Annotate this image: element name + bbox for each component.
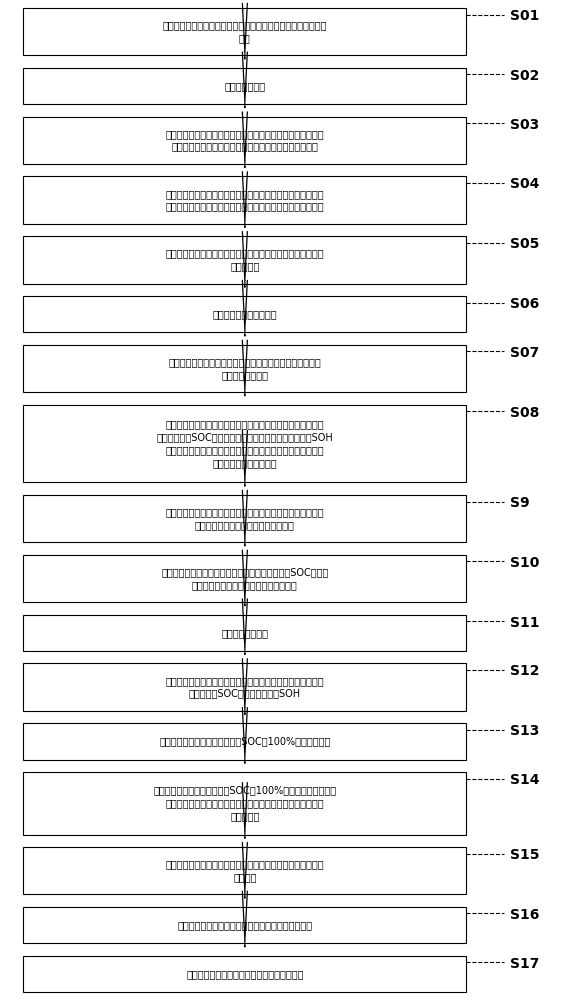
- Bar: [23, 847, 466, 894]
- Text: 单体电池两极和智能模块连接智能充放电设备，单体电池按设
定或规范要求充满电，然后完成电池启用前的自学习操作: 单体电池两极和智能模块连接智能充放电设备，单体电池按设 定或规范要求充满电，然后…: [166, 129, 324, 152]
- Bar: [23, 555, 466, 602]
- Bar: [23, 956, 466, 992]
- Text: 已完成补充电或重新配组后的电池组等待启用: 已完成补充电或重新配组后的电池组等待启用: [186, 969, 304, 979]
- Bar: [23, 772, 466, 835]
- Text: S11: S11: [510, 616, 540, 630]
- Text: 电池组在运行中，每个单体电池智能模块实时计量和同步上传
自身荷电水平SOC和电压值，以及估算自身容量衰减水平SOH
的变化，作为主机管理电池组的依据，也作为电池: 电池组在运行中，每个单体电池智能模块实时计量和同步上传 自身荷电水平SOC和电压…: [156, 419, 333, 468]
- Text: 数据中心接收单体电池数据后决定电池组重新启用或单体电池
重新配组: 数据中心接收单体电池数据后决定电池组重新启用或单体电池 重新配组: [166, 859, 324, 882]
- Text: S06: S06: [510, 297, 539, 311]
- Bar: [23, 8, 466, 55]
- Text: S10: S10: [510, 556, 539, 570]
- Text: 电池组中每个电池完成荷电水平SOC至100%的精确补充电: 电池组中每个电池完成荷电水平SOC至100%的精确补充电: [159, 736, 331, 746]
- Text: S16: S16: [510, 908, 539, 922]
- Text: 初始化智能模块: 初始化智能模块: [224, 81, 265, 91]
- Text: S07: S07: [510, 346, 539, 360]
- Text: S05: S05: [510, 237, 539, 251]
- Bar: [23, 615, 466, 651]
- Text: S02: S02: [510, 69, 539, 83]
- Text: 电池组在运行期间每次充电或放电，以组内实时电压最高或最
低的单体电池作为充电或放电截至标准: 电池组在运行期间每次充电或放电，以组内实时电压最高或最 低的单体电池作为充电或放…: [166, 507, 324, 530]
- Text: 智能模块向电池运营数据中心上传单体电池自学习后的参数和
电池出厂时的设计参数，完成单体电池在数据中心的注册登记: 智能模块向电池运营数据中心上传单体电池自学习后的参数和 电池出厂时的设计参数，完…: [166, 189, 324, 211]
- Bar: [23, 296, 466, 332]
- Bar: [23, 117, 466, 164]
- Text: S17: S17: [510, 957, 539, 971]
- Text: 数据中心根据数据库内注册的单体电池的参数，完成库内单体
电池的配组: 数据中心根据数据库内注册的单体电池的参数，完成库内单体 电池的配组: [166, 249, 324, 271]
- Text: 电池组下电或离线: 电池组下电或离线: [222, 628, 268, 638]
- Text: S03: S03: [510, 118, 539, 132]
- Text: 系统主机控制单元与组内每个电池智能模块建立数据交换通
道，并管理其运行: 系统主机控制单元与组内每个电池智能模块建立数据交换通 道，并管理其运行: [168, 357, 321, 380]
- Text: S08: S08: [510, 406, 539, 420]
- Text: 智能模块（或芯片）植入（或固定）于单体电池，并写入唯一标
识码: 智能模块（或芯片）植入（或固定）于单体电池，并写入唯一标 识码: [163, 20, 327, 43]
- Text: S04: S04: [510, 177, 539, 191]
- Text: S9: S9: [510, 496, 530, 510]
- Bar: [23, 345, 466, 392]
- Text: 电池组运行中单体电池电压最高和最低者荷电水平SOC差值超
过设定阈值，主机发维护报警或下电指令: 电池组运行中单体电池电压最高和最低者荷电水平SOC差值超 过设定阈值，主机发维护…: [161, 567, 329, 590]
- Text: S01: S01: [510, 9, 539, 23]
- Text: 电池组与智能充放电设备连接，单体电池上传电池标识码和最
新荷电水平SOC和容量衰减水平SOH: 电池组与智能充放电设备连接，单体电池上传电池标识码和最 新荷电水平SOC和容量衰…: [166, 676, 324, 698]
- Text: S15: S15: [510, 848, 540, 862]
- Bar: [23, 68, 466, 104]
- Bar: [23, 723, 466, 760]
- Bar: [23, 176, 466, 224]
- Text: 数据中心根据存储电池数据，完成单体电池最新配组: 数据中心根据存储电池数据，完成单体电池最新配组: [177, 920, 312, 930]
- Bar: [23, 663, 466, 711]
- Text: S14: S14: [510, 773, 540, 787]
- Bar: [23, 405, 466, 482]
- Text: S13: S13: [510, 724, 539, 738]
- Bar: [23, 495, 466, 542]
- Text: 配组后的电池组接入启用: 配组后的电池组接入启用: [213, 309, 277, 319]
- Bar: [23, 236, 466, 284]
- Text: S12: S12: [510, 664, 540, 678]
- Bar: [23, 907, 466, 943]
- Text: 每个单体电池在完成荷电水平SOC至100%的充电过程中自学习
更新自身参数，并通过智能充放电设备向数据中心上传电池自
学习后数据: 每个单体电池在完成荷电水平SOC至100%的充电过程中自学习 更新自身参数，并通…: [153, 786, 336, 821]
